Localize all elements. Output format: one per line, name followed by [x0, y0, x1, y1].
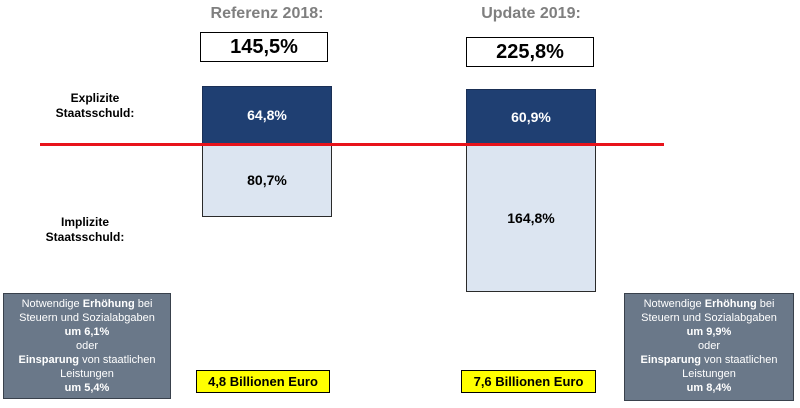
label-implicit-line1: Implizite: [60, 215, 109, 229]
info-line: Einsparung von staatlichen: [625, 353, 793, 367]
info-line: Einsparung von staatlichen: [4, 353, 170, 367]
info-line: um 9,9%: [625, 325, 793, 339]
info-box-referenz: Notwendige Erhöhung bei Steuern und Sozi…: [3, 293, 171, 399]
info-text-bold: um 8,4%: [686, 382, 732, 394]
info-line: Steuern und Sozialabgaben: [19, 312, 155, 324]
label-explicit-line2: Staatsschuld:: [55, 106, 135, 120]
info-text-bold: um 9,9%: [686, 326, 732, 338]
info-text-bold: um 6,1%: [64, 326, 110, 338]
info-text-bold: Erhöhung: [82, 298, 135, 310]
data-label-explicit-referenz: 64,8%: [247, 106, 287, 123]
info-line: um 6,1%: [4, 325, 170, 339]
info-text-bold: Erhöhung: [704, 298, 757, 310]
info-box-update: Notwendige Erhöhung bei Steuern und Sozi…: [624, 293, 794, 401]
baseline-red-line: [40, 143, 664, 146]
info-line: Notwendige Erhöhung bei: [625, 297, 793, 311]
info-text-bold: um 5,4%: [64, 382, 110, 394]
info-line: oder: [697, 340, 721, 352]
info-text: von staatlichen: [79, 354, 156, 366]
bar-explicit-referenz: 64,8%: [202, 85, 332, 144]
label-implicit-debt: Implizite Staatsschuld:: [30, 215, 140, 245]
info-line: oder: [75, 340, 99, 352]
info-text: Notwendige: [643, 298, 705, 310]
info-line: Notwendige Erhöhung bei: [4, 297, 170, 311]
info-text: bei: [756, 298, 775, 310]
info-text: bei: [134, 298, 153, 310]
info-text: Notwendige: [21, 298, 83, 310]
info-line: um 8,4%: [625, 381, 793, 395]
data-label-implicit-referenz: 80,7%: [247, 172, 287, 189]
bar-explicit-update: 60,9%: [466, 89, 596, 144]
info-text-bold: Einsparung: [640, 354, 702, 366]
info-line: Leistungen: [682, 368, 736, 380]
info-text-bold: Einsparung: [18, 354, 80, 366]
total-referenz: 145,5%: [200, 32, 328, 62]
bar-implicit-update: 164,8%: [466, 144, 596, 293]
euro-amount-referenz: 4,8 Billionen Euro: [196, 370, 330, 393]
info-line: um 5,4%: [4, 381, 170, 395]
total-update: 225,8%: [466, 37, 594, 67]
data-label-explicit-update: 60,9%: [511, 108, 551, 125]
column-header-referenz: Referenz 2018:: [210, 5, 324, 22]
label-implicit-line2: Staatsschuld:: [45, 230, 125, 244]
euro-amount-update: 7,6 Billionen Euro: [461, 370, 596, 393]
bar-implicit-referenz: 80,7%: [202, 144, 332, 217]
info-text: von staatlichen: [701, 354, 778, 366]
label-explicit-debt: Explizite Staatsschuld:: [40, 91, 150, 121]
label-explicit-line1: Explizite: [70, 91, 120, 105]
info-line: Steuern und Sozialabgaben: [641, 312, 777, 324]
data-label-implicit-update: 164,8%: [507, 210, 555, 227]
column-header-update: Update 2019:: [481, 5, 581, 22]
info-line: Leistungen: [60, 368, 114, 380]
